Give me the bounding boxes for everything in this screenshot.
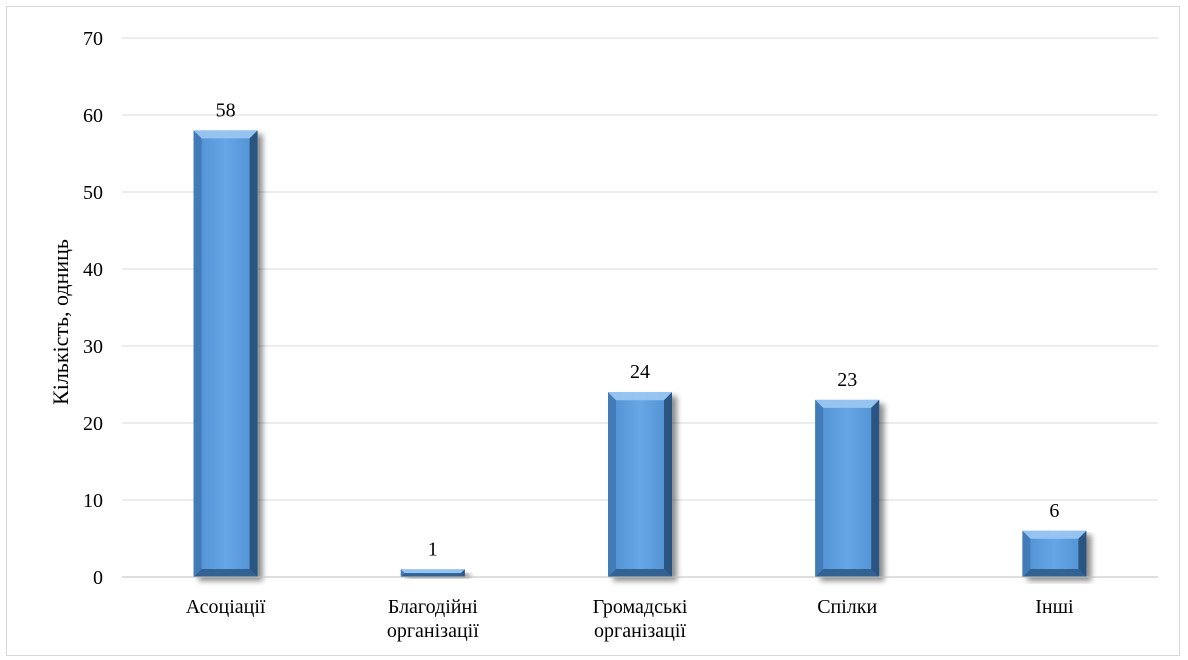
y-tick-label: 10	[83, 490, 103, 512]
bar	[815, 399, 880, 577]
data-label: 23	[837, 369, 857, 391]
data-label: 58	[216, 99, 236, 121]
data-label: 6	[1049, 500, 1059, 522]
y-tick-label: 50	[83, 182, 103, 204]
x-category-label: Інші	[1035, 596, 1074, 618]
y-tick-label: 70	[83, 28, 103, 50]
y-tick-label: 40	[83, 259, 103, 281]
y-tick-label: 60	[83, 105, 103, 127]
y-tick-label: 20	[83, 413, 103, 435]
data-labels: 58 1 24 23 6	[216, 99, 1060, 560]
bars	[122, 130, 1158, 578]
x-category-label: Асоціації	[186, 596, 266, 618]
bar	[193, 130, 258, 577]
bar	[1022, 530, 1087, 577]
x-category-label: Громадські	[593, 596, 688, 618]
y-tick-label: 30	[83, 336, 103, 358]
bar	[400, 569, 465, 577]
category-labels: Асоціації БлагодійніорганізаціїГромадські…	[186, 596, 1074, 642]
x-category-label: організації	[594, 620, 686, 642]
y-tick-label: 0	[93, 567, 103, 589]
x-category-label: Благодійні	[388, 596, 478, 618]
bar	[608, 392, 672, 577]
data-label: 1	[428, 538, 438, 560]
x-category-label: організації	[387, 620, 479, 642]
data-label: 24	[630, 361, 650, 383]
y-tick-labels: 0 10 20 30 40 50 60 70	[83, 28, 103, 589]
y-axis-label: Кількість, одниць	[48, 239, 73, 405]
x-category-label: Спілки	[817, 596, 877, 618]
